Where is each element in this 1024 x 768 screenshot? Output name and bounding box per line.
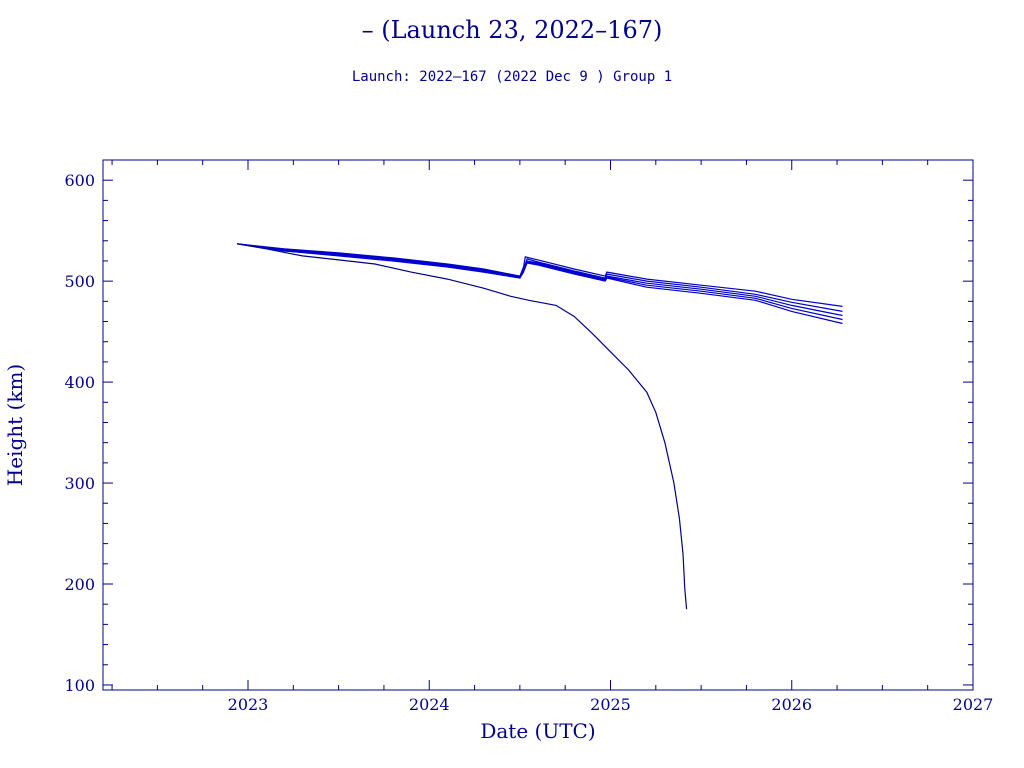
y-axis-ticks: 100 200 300 400 500 600 (64, 159, 973, 695)
y-tick-label: 300 (64, 474, 95, 493)
y-tick-label: 200 (64, 575, 95, 594)
x-tick-label: 2025 (590, 695, 631, 714)
y-tick-label: 500 (64, 272, 95, 291)
x-tick-label: 2027 (953, 695, 994, 714)
x-tick-label: 2023 (228, 695, 269, 714)
y-tick-label: 400 (64, 373, 95, 392)
series-layer (236, 243, 843, 610)
series-line-1 (237, 243, 843, 307)
x-tick-label: 2024 (409, 695, 450, 714)
y-tick-label: 600 (64, 171, 95, 190)
chart-title: – (Launch 23, 2022–167) (362, 16, 663, 44)
series-line-4 (237, 243, 843, 321)
series-line-5 (237, 243, 843, 325)
x-axis-ticks: 2023 2024 2025 2026 2027 (111, 160, 994, 714)
series-line-3 (237, 243, 843, 317)
series-line-6 (236, 243, 688, 610)
x-tick-label: 2026 (771, 695, 812, 714)
y-axis-label: Height (km) (3, 364, 27, 486)
y-tick-label: 100 (64, 676, 95, 695)
x-axis-label: Date (UTC) (480, 719, 595, 743)
plot-frame (102, 159, 974, 691)
chart-subtitle: Launch: 2022–167 (2022 Dec 9 ) Group 1 (352, 69, 672, 85)
